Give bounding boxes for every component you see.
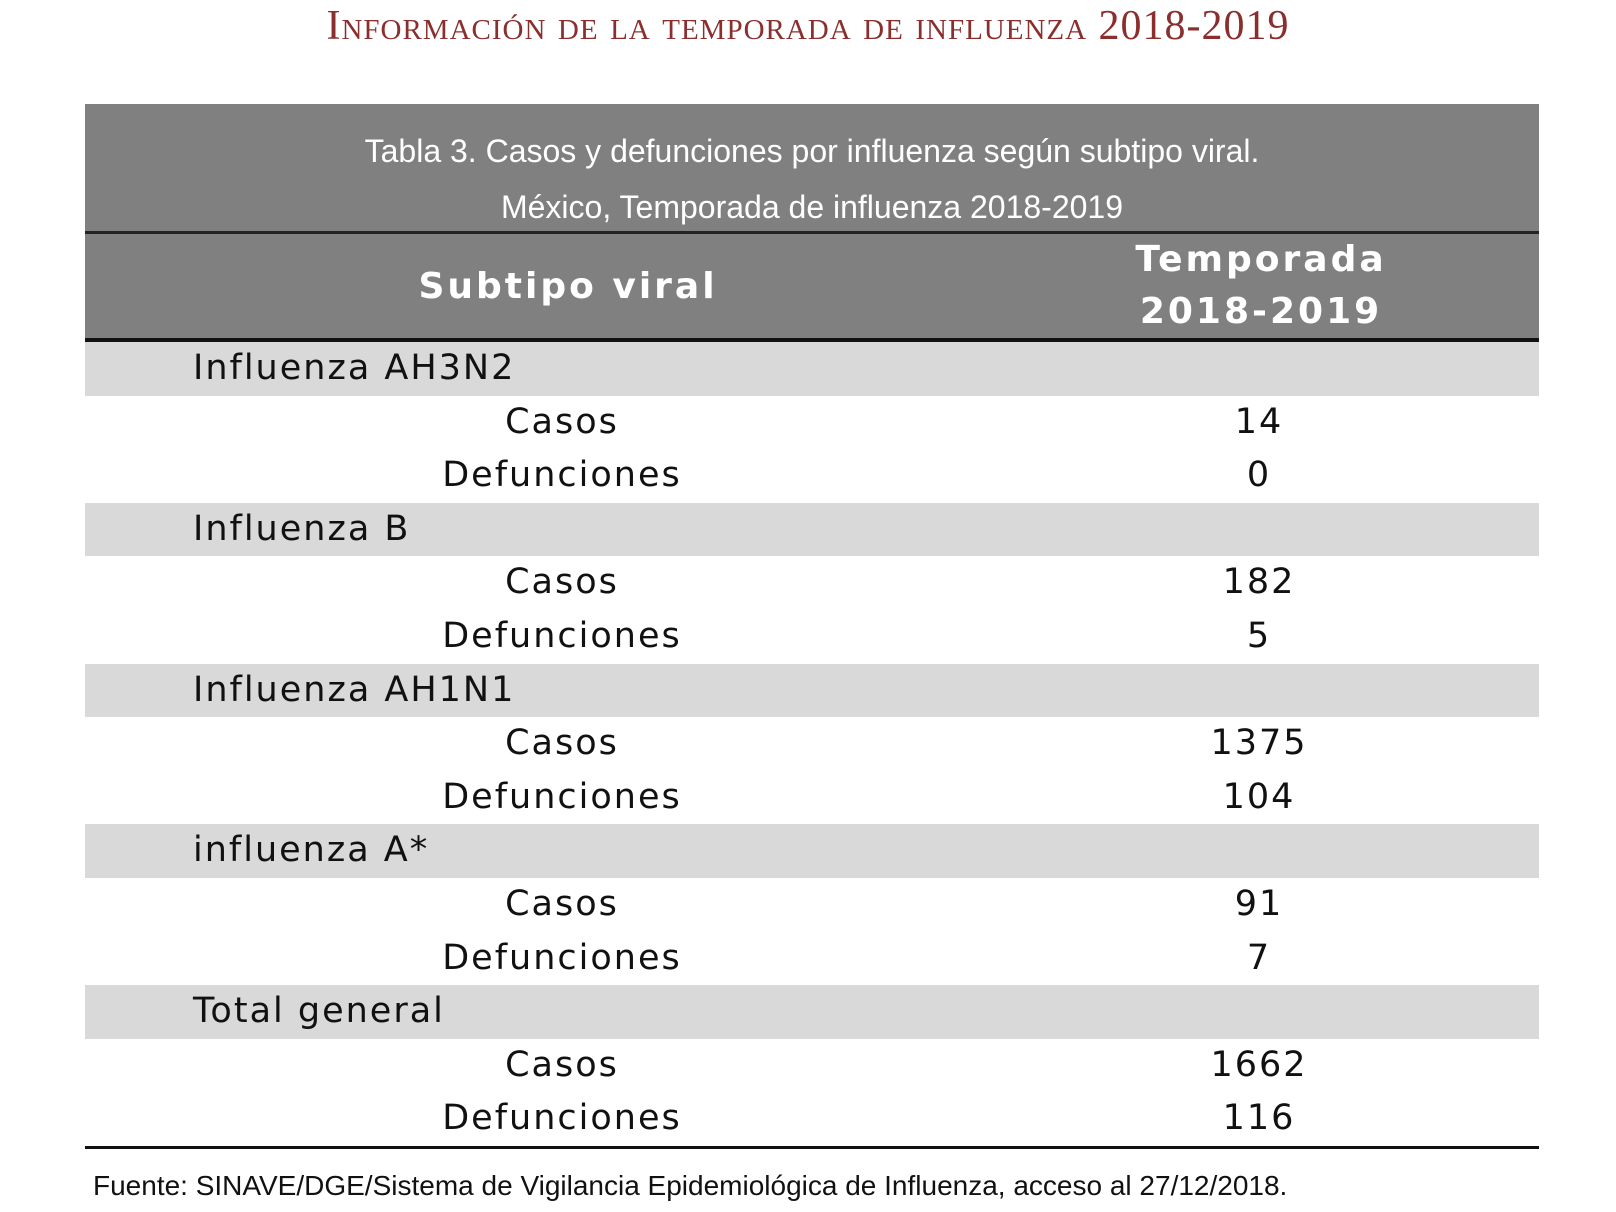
group-row: Total general xyxy=(85,985,1539,1039)
caption-line: México, Temporada de influenza 2018-2019 xyxy=(500,189,1124,225)
data-row: Defunciones 7 xyxy=(85,932,1539,986)
row-value: 0 xyxy=(1246,455,1272,496)
row-value: 116 xyxy=(1222,1098,1296,1139)
caption-line: Tabla 3. Casos y defunciones por influen… xyxy=(364,133,1260,169)
data-row: Defunciones 116 xyxy=(85,1092,1539,1146)
row-value: 7 xyxy=(1246,937,1272,978)
row-label: Casos xyxy=(505,1044,619,1085)
column-header: Subtipo viral Temporada 2018-2019 xyxy=(85,234,1539,342)
column-title: Subtipo viral xyxy=(418,265,718,307)
row-label: Defunciones xyxy=(442,937,682,978)
data-table: Tabla 3. Casos y defunciones por influen… xyxy=(85,104,1539,1149)
row-value: 14 xyxy=(1234,401,1284,442)
row-label: Casos xyxy=(505,562,619,603)
row-label: Defunciones xyxy=(442,1098,682,1139)
data-row: Casos 182 xyxy=(85,556,1539,610)
row-value: 1375 xyxy=(1210,723,1308,764)
data-row: Defunciones 104 xyxy=(85,771,1539,825)
data-row: Casos 91 xyxy=(85,878,1539,932)
data-row: Casos 1662 xyxy=(85,1039,1539,1093)
data-row: Casos 14 xyxy=(85,396,1539,450)
group-row: Influenza AH3N2 xyxy=(85,342,1539,396)
page-title: Información de la temporada de influenza… xyxy=(326,3,1290,49)
row-label: Defunciones xyxy=(442,776,682,817)
table-body: Influenza AH3N2 Casos 14 Defunciones 0 Influe… xyxy=(85,342,1539,1146)
table-bottom-rule xyxy=(85,1145,1539,1149)
group-row: Influenza B xyxy=(85,502,1539,557)
row-label: Casos xyxy=(505,883,619,924)
row-label: Defunciones xyxy=(442,455,682,496)
group-row: influenza A* xyxy=(85,824,1539,878)
table-caption: Tabla 3. Casos y defunciones por influen… xyxy=(85,104,1539,234)
row-value: 5 xyxy=(1246,615,1272,656)
row-label: Defunciones xyxy=(442,615,682,656)
row-label: Casos xyxy=(505,723,619,764)
row-label: Casos xyxy=(505,401,619,442)
row-value: 182 xyxy=(1222,562,1296,603)
data-row: Defunciones 0 xyxy=(85,449,1539,503)
data-row: Casos 1375 xyxy=(85,717,1539,771)
data-row: Defunciones 5 xyxy=(85,610,1539,664)
group-row: Influenza AH1N1 xyxy=(85,663,1539,718)
row-value: 1662 xyxy=(1210,1044,1308,1085)
column-title: Temporada 2018-2019 xyxy=(1135,239,1387,332)
source-note: Fuente: SINAVE/DGE/Sistema de Vigilancia… xyxy=(93,1170,1288,1201)
row-value: 91 xyxy=(1234,883,1284,924)
row-value: 104 xyxy=(1222,776,1296,817)
